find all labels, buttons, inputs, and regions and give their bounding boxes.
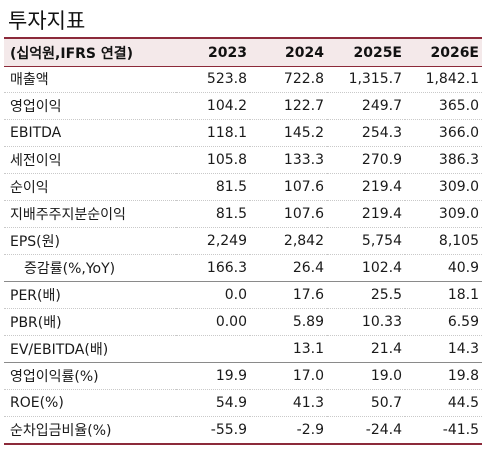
table-cell: 107.6: [250, 200, 327, 228]
table-cell: 0.00: [176, 308, 250, 336]
table-cell: 145.2: [250, 119, 327, 147]
year-header: 2023: [208, 44, 247, 61]
table-row: EBITDA 118.1 145.2 254.3 366.0: [4, 119, 482, 147]
table-cell: 1,315.7: [327, 66, 405, 93]
table-row: 순이익 81.5 107.6 219.4 309.0: [4, 173, 482, 201]
table-row: PER(배) 0.0 17.6 25.5 18.1: [4, 281, 482, 309]
table-cell: 19.0: [327, 362, 405, 390]
table-row: ROE(%) 54.9 41.3 50.7 44.5: [4, 389, 482, 417]
table-cell: 270.9: [327, 146, 405, 174]
year-header: 2025E: [353, 44, 402, 61]
table-cell: 17.6: [250, 281, 327, 309]
table-cell: 722.8: [250, 66, 327, 93]
unit-header: (십억원,IFRS 연결): [10, 45, 134, 62]
table-cell: 219.4: [327, 173, 405, 201]
title-divider: [4, 37, 482, 39]
table-cell: 309.0: [405, 200, 482, 228]
table-cell: 254.3: [327, 119, 405, 147]
page-title: 투자지표: [8, 9, 86, 33]
table-row: 매출액 523.8 722.8 1,315.7 1,842.1: [4, 66, 482, 93]
table-row: 순차입금비율(%) -55.9 -2.9 -24.4 -41.5: [4, 416, 482, 445]
row-label: PBR(배): [4, 308, 176, 336]
table-cell: -2.9: [250, 416, 327, 445]
year-header: 2026E: [430, 44, 479, 61]
table-cell: [176, 335, 250, 363]
table-cell: 10.33: [327, 308, 405, 336]
row-label: 순차입금비율(%): [4, 416, 176, 445]
table-cell: 105.8: [176, 146, 250, 174]
table-row: 증감률(%,YoY) 166.3 26.4 102.4 40.9: [4, 254, 482, 282]
header-band: [4, 39, 482, 67]
table-cell: 0.0: [176, 281, 250, 309]
table-cell: 2,249: [176, 227, 250, 255]
table-row: 영업이익률(%) 19.9 17.0 19.0 19.8: [4, 362, 482, 390]
table-row: EV/EBITDA(배) 13.1 21.4 14.3: [4, 335, 482, 363]
table-cell: 13.1: [250, 335, 327, 363]
table-cell: 523.8: [176, 66, 250, 93]
table-row: 세전이익 105.8 133.3 270.9 386.3: [4, 146, 482, 174]
row-label: PER(배): [4, 281, 176, 309]
row-label: EV/EBITDA(배): [4, 335, 176, 363]
table-row: 영업이익 104.2 122.7 249.7 365.0: [4, 92, 482, 120]
indicators-table: (십억원,IFRS 연결) 2023 2024 2025E 2026E 매출액 …: [4, 39, 482, 445]
table-cell: 81.5: [176, 173, 250, 201]
row-label: EPS(원): [4, 227, 176, 255]
table-cell: 166.3: [176, 254, 250, 282]
table-cell: 41.3: [250, 389, 327, 417]
table-cell: 8,105: [405, 227, 482, 255]
table-cell: -24.4: [327, 416, 405, 445]
table-cell: 19.8: [405, 362, 482, 390]
table-cell: 25.5: [327, 281, 405, 309]
table-cell: 386.3: [405, 146, 482, 174]
table-cell: 1,842.1: [405, 66, 482, 93]
table-cell: 5,754: [327, 227, 405, 255]
table-cell: 5.89: [250, 308, 327, 336]
table-cell: 44.5: [405, 389, 482, 417]
table-cell: 365.0: [405, 92, 482, 120]
table-cell: 2,842: [250, 227, 327, 255]
row-label: 순이익: [4, 173, 176, 201]
row-label: 세전이익: [4, 146, 176, 174]
table-cell: 102.4: [327, 254, 405, 282]
table-cell: 133.3: [250, 146, 327, 174]
table-cell: -41.5: [405, 416, 482, 445]
table-cell: 81.5: [176, 200, 250, 228]
table-cell: 21.4: [327, 335, 405, 363]
table-row: PBR(배) 0.00 5.89 10.33 6.59: [4, 308, 482, 336]
table-cell: 122.7: [250, 92, 327, 120]
row-label: ROE(%): [4, 389, 176, 417]
table-cell: 118.1: [176, 119, 250, 147]
table-row: 지배주주지분순이익 81.5 107.6 219.4 309.0: [4, 200, 482, 228]
table-cell: 107.6: [250, 173, 327, 201]
row-label: 영업이익률(%): [4, 362, 176, 390]
table-header-row: (십억원,IFRS 연결) 2023 2024 2025E 2026E: [4, 39, 482, 66]
table-cell: 40.9: [405, 254, 482, 282]
row-label: 지배주주지분순이익: [4, 200, 176, 228]
table-cell: 366.0: [405, 119, 482, 147]
table-cell: 26.4: [250, 254, 327, 282]
row-label: EBITDA: [4, 119, 176, 147]
table-cell: 104.2: [176, 92, 250, 120]
table-cell: 54.9: [176, 389, 250, 417]
table-cell: 6.59: [405, 308, 482, 336]
table-cell: 219.4: [327, 200, 405, 228]
table-row: EPS(원) 2,249 2,842 5,754 8,105: [4, 227, 482, 255]
row-label: 증감률(%,YoY): [4, 254, 176, 282]
year-header: 2024: [285, 44, 324, 61]
table-cell: 249.7: [327, 92, 405, 120]
row-label: 매출액: [4, 66, 176, 93]
table-cell: 309.0: [405, 173, 482, 201]
table-cell: 17.0: [250, 362, 327, 390]
row-label: 영업이익: [4, 92, 176, 120]
table-cell: 18.1: [405, 281, 482, 309]
table-cell: 50.7: [327, 389, 405, 417]
table-cell: -55.9: [176, 416, 250, 445]
table-cell: 19.9: [176, 362, 250, 390]
table-cell: 14.3: [405, 335, 482, 363]
